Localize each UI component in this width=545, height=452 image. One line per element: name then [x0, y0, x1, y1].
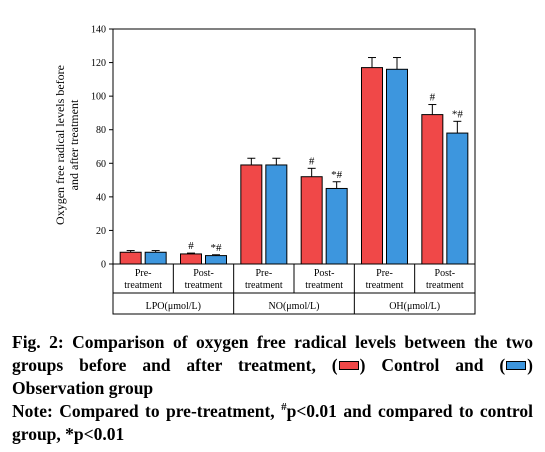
y-axis-label: Oxygen free radical levels before	[53, 65, 67, 225]
chart-axes: 0 20 40 60 80 100 120 140	[91, 25, 476, 315]
group-label: NO(μmol/L)	[269, 301, 320, 312]
y-tick-label: 80	[96, 125, 106, 136]
group-label: OH(μmol/L)	[389, 301, 440, 312]
control-swatch	[338, 361, 359, 370]
y-tick-label: 40	[96, 192, 106, 203]
observation-bar	[205, 255, 227, 265]
chart-category-labels: LPO(μmol/L)Pre-treatmentPost-treatmentNO…	[124, 268, 464, 312]
group-label: LPO(μmol/L)	[146, 301, 201, 312]
observation-bar	[386, 68, 408, 265]
control-bar	[300, 176, 323, 265]
observation-bar	[144, 251, 167, 265]
observation-swatch	[506, 361, 527, 370]
bar-chart: 0 20 40 60 80 100 120 140 # *# # *# # *# LPO(μmol/L)…	[53, 25, 476, 315]
control-bar	[421, 114, 444, 265]
figure-caption: Fig. 2: Comparison of oxygen free radica…	[12, 331, 533, 400]
caption-title: Fig. 2: Comparison of oxygen free radica…	[12, 332, 533, 375]
observation-significance-mark: *#	[331, 169, 343, 181]
subgroup-label: Post-	[314, 268, 335, 279]
subgroup-label: Pre-	[255, 268, 272, 279]
caption-control: ) Control and (	[359, 355, 506, 375]
y-tick-label: 120	[91, 58, 106, 69]
note-hash: #	[281, 401, 287, 414]
plot-frame	[112, 28, 476, 315]
y-tick-label: 60	[96, 159, 106, 170]
control-significance-mark: #	[309, 155, 315, 167]
y-tick-label: 140	[91, 25, 106, 36]
y-tick-label: 0	[101, 260, 106, 271]
y-tick-label: 100	[91, 92, 106, 103]
subgroup-label-line2: treatment	[245, 280, 283, 291]
caption-observation: ) Observation group	[12, 355, 533, 398]
observation-bar	[446, 132, 469, 265]
subgroup-label-line2: treatment	[426, 280, 464, 291]
observation-significance-mark: *#	[452, 108, 464, 120]
note-rest: p<0.01 and compared to control group, *p…	[12, 401, 533, 444]
y-axis-label-line2: and after treatment	[67, 99, 81, 190]
control-significance-mark: #	[188, 240, 194, 252]
observation-significance-mark: *#	[211, 242, 223, 254]
control-significance-mark: #	[430, 92, 436, 104]
note-prefix: Note: Compared to pre-treatment,	[12, 401, 282, 421]
subgroup-label: Pre-	[376, 268, 393, 279]
subgroup-label: Post-	[193, 268, 214, 279]
subgroup-label-line2: treatment	[366, 280, 404, 291]
subgroup-label: Pre-	[135, 268, 152, 279]
observation-bar	[325, 187, 348, 265]
subgroup-label-line2: treatment	[124, 280, 162, 291]
control-bar	[180, 253, 202, 265]
subgroup-label: Post-	[435, 268, 456, 279]
control-bar	[361, 67, 383, 265]
control-bar	[119, 251, 142, 265]
y-tick-label: 20	[96, 226, 106, 237]
subgroup-label-line2: treatment	[305, 280, 343, 291]
observation-bar	[265, 164, 288, 265]
subgroup-label-line2: treatment	[185, 280, 223, 291]
chart-bars: # *# # *# # *#	[119, 57, 469, 265]
control-bar	[240, 164, 263, 265]
figure-note: Note: Compared to pre-treatment, #p<0.01…	[12, 400, 533, 446]
